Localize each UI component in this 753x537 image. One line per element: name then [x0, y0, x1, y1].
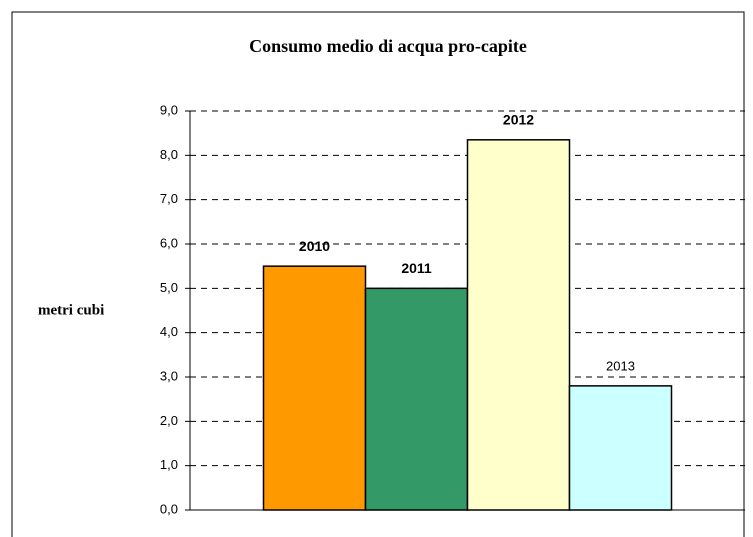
y-tick-label: 2,0	[160, 413, 178, 428]
bar	[466, 139, 571, 511]
bar-label: 2013	[606, 358, 635, 373]
bar	[568, 385, 673, 511]
bar	[262, 265, 367, 511]
y-tick-label: 1,0	[160, 457, 178, 472]
bar-label: 2012	[503, 112, 534, 128]
y-tick-label: 7,0	[160, 191, 178, 206]
y-tick-label: 8,0	[160, 147, 178, 162]
y-tick-label: 3,0	[160, 368, 178, 383]
y-tick-label: 0,0	[160, 501, 178, 516]
bar-label: 2011	[401, 260, 432, 276]
bar-label: 2010	[299, 238, 330, 254]
bar	[364, 287, 469, 511]
y-axis-label: metri cubi	[38, 302, 104, 318]
y-tick-label: 9,0	[160, 102, 178, 117]
y-tick-label: 4,0	[160, 324, 178, 339]
y-tick-label: 5,0	[160, 280, 178, 295]
y-tick-label: 6,0	[160, 235, 178, 250]
chart-title: Consumo medio di acqua pro-capite	[249, 36, 527, 56]
